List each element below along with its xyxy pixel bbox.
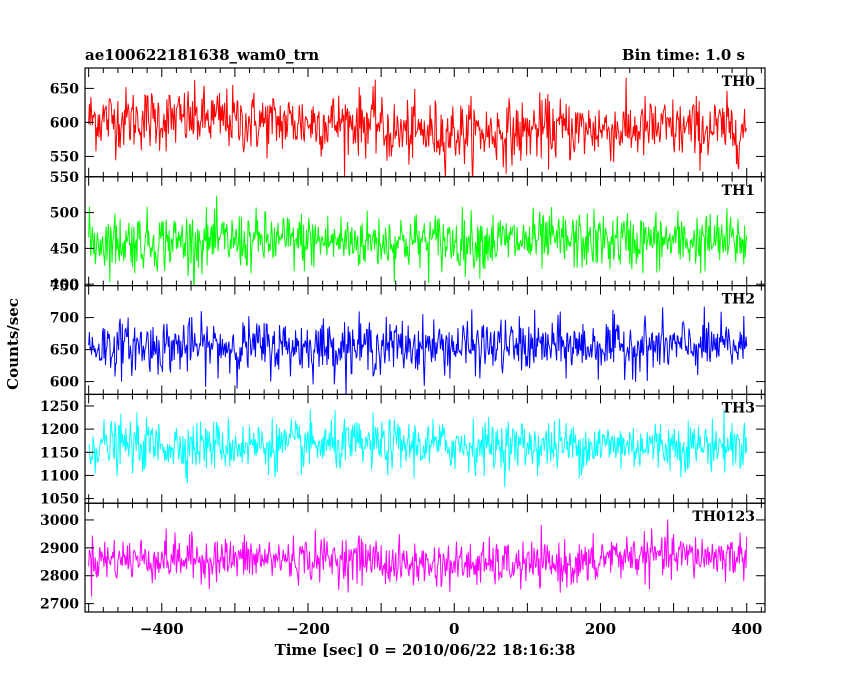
panel-label-th0: TH0 <box>722 74 756 90</box>
x-tick-label: 400 <box>731 620 762 638</box>
y-tick-label: 1050 <box>40 492 79 508</box>
x-axis-label: Time [sec] 0 = 2010/06/22 18:16:38 <box>275 641 576 659</box>
y-tick-label: 2800 <box>40 569 79 585</box>
chart-title-left: ae100622181638_wam0_trn <box>85 46 319 64</box>
y-tick-label: 2900 <box>40 541 79 557</box>
x-tick-label: 200 <box>585 620 616 638</box>
y-tick-label: 550 <box>50 170 79 186</box>
y-tick-label: 400 <box>50 277 79 293</box>
y-tick-label: 1200 <box>40 422 79 438</box>
x-tick-label: 0 <box>449 620 459 638</box>
y-tick-label: 750 <box>50 279 79 295</box>
series-line-th0123 <box>88 519 748 597</box>
y-tick-label: 600 <box>50 375 79 391</box>
x-tick-labels: −400 −200 0 200 400 <box>140 620 763 638</box>
x-tick-label: −200 <box>286 620 330 638</box>
y-tick-label: 1100 <box>40 468 79 484</box>
y-tick-label: 600 <box>50 115 79 131</box>
y-tick-label: 3000 <box>40 513 79 529</box>
x-tick-label: −400 <box>140 620 184 638</box>
panel-th1: 400 450 500 550 TH1 <box>50 170 766 293</box>
y-tick-label: 700 <box>50 311 79 327</box>
y-axis-label: Counts/sec <box>4 298 22 390</box>
panel-label-th3: TH3 <box>722 400 755 416</box>
panel-label-th0123: TH0123 <box>692 509 755 525</box>
chart-title-right: Bin time: 1.0 s <box>622 46 745 64</box>
y-tick-label: 1150 <box>40 445 79 461</box>
y-tick-label: 1250 <box>40 399 79 415</box>
series-line-th2 <box>88 306 748 395</box>
series-line-th3 <box>88 409 748 488</box>
y-tick-label: 450 <box>50 241 79 257</box>
y-tick-label: 2700 <box>40 597 79 613</box>
panel-th3: 1050 1100 1150 1200 1250 TH3 <box>40 393 766 508</box>
panel-th0: 550 600 650 TH0 <box>50 67 766 178</box>
y-tick-label: 500 <box>50 206 79 222</box>
y-tick-label: 550 <box>50 149 79 165</box>
panel-frame-th2 <box>84 285 766 396</box>
panel-th0123: 2700 2800 2900 3000 TH0123 <box>40 502 766 613</box>
panel-label-th2: TH2 <box>722 292 755 308</box>
series-line-th1 <box>88 195 748 286</box>
y-tick-label: 650 <box>50 81 79 97</box>
panels-group: 550 600 650 TH0 400 450 500 550 TH1 600 650 700 750 T… <box>40 67 766 613</box>
panel-th2: 600 650 700 750 TH2 <box>50 279 766 396</box>
series-line-th0 <box>88 77 748 177</box>
panel-label-th1: TH1 <box>722 183 755 199</box>
y-tick-label: 650 <box>50 343 79 359</box>
